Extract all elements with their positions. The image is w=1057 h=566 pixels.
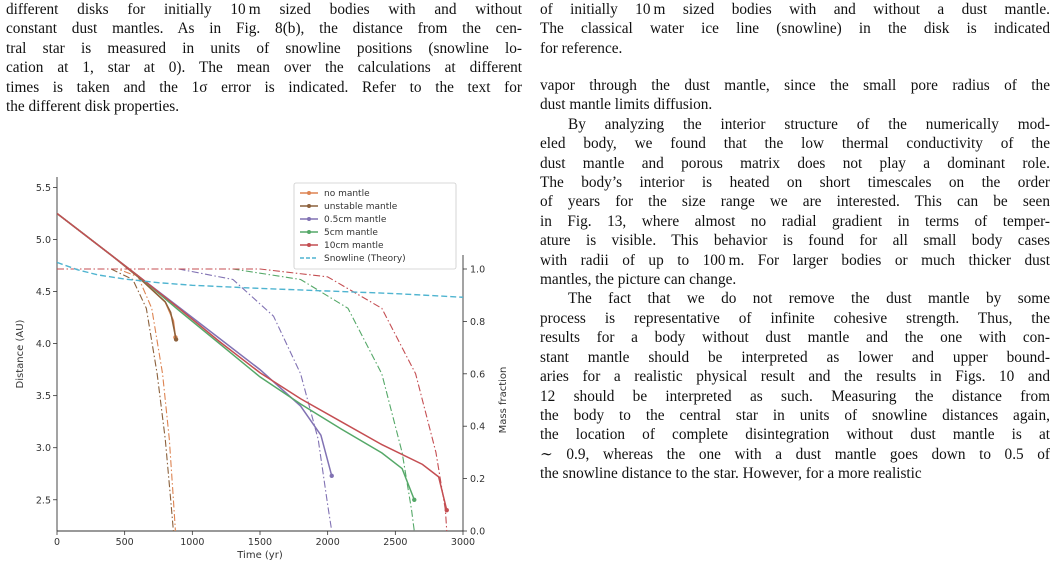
series-10cm-mantle-mass-fraction-line bbox=[57, 268, 448, 531]
series-0-5cm-mantle-end-marker bbox=[329, 473, 334, 479]
text-line: ∼ 0.9, whereas the one with a dust mantl… bbox=[540, 445, 1050, 463]
text-line: for reference. bbox=[540, 39, 623, 57]
series-snowline-theory-distance-line bbox=[57, 261, 463, 298]
text-line: process is representative of infinite co… bbox=[540, 309, 1050, 327]
right-column-caption: of initially 10 m sized bodies with and … bbox=[540, 0, 1050, 58]
plot-lines bbox=[57, 212, 463, 531]
paragraph: By analyzing the interior structure of t… bbox=[540, 115, 1050, 290]
text-line: in Fig. 13, where almost no radial gradi… bbox=[540, 212, 1050, 230]
series-unstable-mantle-distance-line bbox=[57, 212, 177, 340]
x-tick-label: 2000 bbox=[316, 537, 340, 548]
x-tick-label: 1500 bbox=[248, 537, 272, 548]
text-line: different disks for initially 10 m sized… bbox=[6, 1, 522, 18]
series-unstable-mantle-mass-fraction-line bbox=[57, 268, 174, 531]
text-line: aries for a realistic physical result an… bbox=[540, 368, 1050, 386]
series-5cm-mantle-mass-fraction-line bbox=[57, 268, 415, 531]
legend-label: Snowline (Theory) bbox=[324, 254, 406, 264]
text-line: the body to the central star in units of… bbox=[540, 406, 1050, 424]
x-tick-label: 500 bbox=[116, 537, 134, 548]
y-tick-label: 5.5 bbox=[36, 183, 51, 194]
y-tick-label: 3.0 bbox=[36, 443, 51, 454]
text-line: tral star is measured in units of snowli… bbox=[6, 39, 522, 57]
text-line: dust mantle and porous matrix does not p… bbox=[540, 154, 1050, 172]
text-line: cation at 1, star at 0). The mean over t… bbox=[6, 59, 522, 77]
legend-label: 0.5cm mantle bbox=[324, 215, 387, 225]
series-0-5cm-mantle-distance-line bbox=[57, 212, 333, 477]
text-line: constant dust mantles. As in Fig. 8(b), … bbox=[6, 20, 522, 38]
text-line: The body’s interior is heated on short t… bbox=[540, 174, 1050, 192]
y-axis-label: Distance (AU) bbox=[15, 319, 26, 388]
series-unstable-mantle-end-marker bbox=[173, 337, 179, 342]
text-line: vapor through the dust mantle, since the… bbox=[540, 77, 1050, 94]
paragraph: vapor through the dust mantle, since the… bbox=[540, 76, 1050, 115]
paragraph: The fact that we do not remove the dust … bbox=[540, 289, 1050, 483]
series-0-5cm-mantle-mass-fraction-line bbox=[57, 268, 333, 531]
legend-label: unstable mantle bbox=[324, 202, 398, 212]
y-tick-label: 5.0 bbox=[36, 235, 51, 246]
y2-tick-label: 0.2 bbox=[470, 474, 485, 485]
chart-svg: 0 500 1000 1500 2000 2500 3000 2.5 3.0 3.5 4.0 4.5 5… bbox=[15, 177, 509, 561]
y2-tick-label: 0.6 bbox=[470, 369, 485, 380]
text-line: times is taken and the 1σ error is indic… bbox=[6, 78, 522, 96]
figure-distance-mass-fraction: 0 500 1000 1500 2000 2500 3000 2.5 3.0 3.5 4.0 4.5 5… bbox=[0, 168, 525, 561]
text-line: eled body, we found that the low thermal… bbox=[540, 135, 1050, 153]
y2-tick-label: 0.0 bbox=[470, 527, 485, 538]
left-column-caption: different disks for initially 10 m sized… bbox=[6, 0, 522, 116]
y2-tick-label: 0.8 bbox=[470, 317, 485, 328]
y-tick-label: 2.5 bbox=[36, 495, 51, 506]
legend-swatch-marker bbox=[307, 230, 311, 234]
legend-swatch-marker bbox=[307, 243, 311, 247]
text-line: dust mantle limits diffusion. bbox=[540, 96, 713, 114]
text-line: the location of complete disintegration … bbox=[540, 426, 1050, 444]
legend-label: 10cm mantle bbox=[324, 241, 384, 251]
series-10cm-mantle-end-marker bbox=[444, 507, 449, 513]
legend-label: no mantle bbox=[324, 189, 370, 199]
text-line: stant mantle should be interpreted as lo… bbox=[540, 348, 1050, 366]
legend-label: 5cm mantle bbox=[324, 228, 378, 238]
series-10cm-mantle-distance-line bbox=[57, 212, 448, 511]
series-5cm-mantle-end-marker bbox=[412, 497, 417, 502]
x-axis-label: Time (yr) bbox=[236, 550, 283, 561]
series-no-mantle-mass-fraction-line bbox=[57, 268, 176, 531]
right-column-body: vapor through the dust mantle, since the… bbox=[540, 76, 1050, 484]
y2-axis-label: Mass fraction bbox=[498, 367, 509, 434]
series-no-mantle-distance-line bbox=[57, 212, 177, 338]
x-tick-label: 0 bbox=[54, 537, 60, 548]
text-line: of years for the size range we are inter… bbox=[540, 193, 1050, 211]
text-line: of initially 10 m sized bodies with and … bbox=[540, 1, 1050, 18]
x-tick-label: 1000 bbox=[180, 537, 204, 548]
y2-tick-label: 0.4 bbox=[470, 422, 485, 433]
legend-swatch-marker bbox=[307, 191, 311, 195]
legend-box bbox=[293, 182, 457, 270]
x-tick-label: 2500 bbox=[383, 537, 407, 548]
y-tick-label: 4.0 bbox=[36, 339, 51, 350]
y-tick-label: 3.5 bbox=[36, 391, 51, 402]
text-line: ature is visible. This behavior is found… bbox=[540, 232, 1050, 250]
text-line: results for a body without dust mantle a… bbox=[540, 329, 1050, 347]
x-tick-label: 3000 bbox=[451, 537, 475, 548]
text-line: By analyzing the interior structure of t… bbox=[568, 115, 1050, 133]
legend-swatch-marker bbox=[307, 204, 311, 208]
text-line: The classical water ice line (snowline) … bbox=[540, 20, 1050, 38]
legend-swatch-marker bbox=[307, 217, 311, 221]
text-line: the snowline distance to the star. Howev… bbox=[540, 465, 922, 483]
y-tick-label: 4.5 bbox=[36, 287, 51, 298]
text-line: mantles, the picture can change. bbox=[540, 271, 737, 289]
text-line: with radii of up to 100 m. For larger bo… bbox=[540, 251, 1050, 269]
text-line: the different disk properties. bbox=[6, 98, 180, 116]
text-line: The fact that we do not remove the dust … bbox=[568, 290, 1050, 308]
text-line: 12 should be interpreted as such. Measur… bbox=[540, 387, 1050, 405]
y2-tick-label: 1.0 bbox=[470, 265, 485, 276]
